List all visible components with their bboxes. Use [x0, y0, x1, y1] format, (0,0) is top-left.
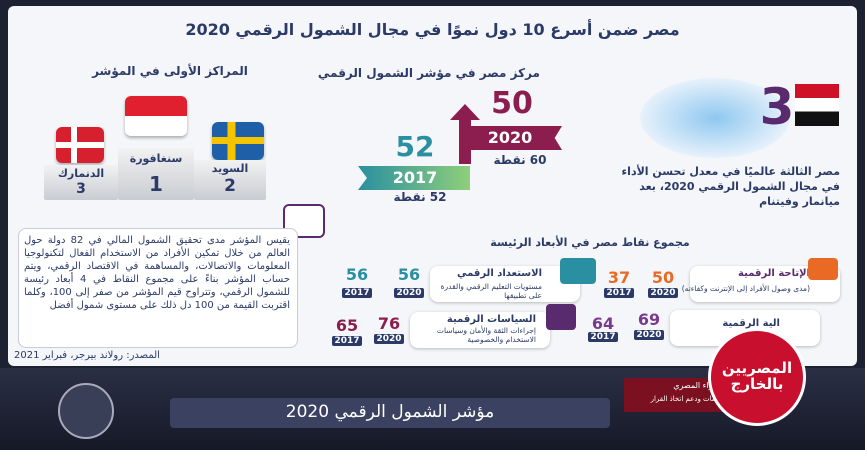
- dimension-card: [430, 266, 580, 302]
- description-box: [18, 228, 298, 348]
- podium-3: [44, 165, 118, 200]
- country-rank: 3: [76, 181, 86, 197]
- year-label: 2020: [634, 330, 664, 340]
- dimension-icon: [560, 258, 596, 284]
- section-heading: مركز مصر في مؤشر الشمول الرقمي: [317, 66, 540, 80]
- podium-1: [118, 148, 194, 200]
- year-label: 2020: [394, 288, 424, 298]
- caption-bar: [170, 398, 610, 428]
- year-label: 2017: [342, 288, 372, 298]
- country-rank: 1: [149, 172, 163, 196]
- flag-denmark: [56, 127, 104, 163]
- improvement-text: مصر الثالثة عالميًا في معدل تحسن الأداء …: [621, 165, 840, 208]
- index-icon: [283, 204, 325, 238]
- year-label: 2017: [604, 288, 634, 298]
- section-heading: مجموع نقاط مصر في الأبعاد الرئيسة: [490, 236, 690, 249]
- watermark-text: المصريين بالخارج: [721, 359, 793, 393]
- year-2020: 2020: [487, 128, 533, 147]
- flag-singapore: [125, 96, 187, 136]
- podium-2: [194, 160, 266, 200]
- org-line: مركز المعلومات ودعم اتخاذ القرار: [650, 395, 750, 403]
- globe: [640, 78, 790, 158]
- flag-sweden: [212, 122, 264, 160]
- dimension-title: الية الرقمية: [722, 318, 780, 329]
- section-heading: المراكز الأولى في المؤشر: [92, 64, 248, 78]
- rank-2017: 52: [395, 130, 435, 163]
- score-2020: 69: [637, 310, 661, 329]
- year-2017: 2017: [392, 168, 438, 187]
- dimension-title: الاستعداد الرقمي: [456, 268, 542, 279]
- score-2020: 56: [397, 265, 421, 284]
- dimension-icon: [546, 304, 576, 330]
- dimension-icon: [808, 258, 838, 280]
- dimension-detail: مستويات التعليم الرقمي والقدرة على تطبيق…: [440, 282, 542, 300]
- country-name: السويد: [211, 162, 249, 175]
- watermark-logo: [708, 328, 806, 426]
- dimension-detail: إجراءات الثقة والأمان وسياسات الاستخدام …: [436, 326, 536, 344]
- score-2017: 56: [345, 265, 369, 284]
- dimension-title: السياسات الرقمية: [446, 314, 536, 325]
- dimension-title: الإتاحة الرقمية: [738, 268, 810, 279]
- caption: مؤشر الشمول الرقمي 2020: [285, 402, 495, 422]
- up-arrow: [450, 104, 480, 164]
- score-2020: 76: [377, 314, 401, 333]
- description: يقيس المؤشر مدى تحقيق الشمول المالي في 8…: [24, 235, 291, 311]
- points-2020: 60 نقطة: [493, 153, 547, 167]
- improvement-rank: 3: [759, 78, 795, 136]
- dimension-detail: (مدى وصول الأفراد إلى الإنترنت وكفاءته): [681, 284, 810, 293]
- score-2017: 64: [591, 314, 615, 333]
- country-name: سنغافورة: [129, 152, 183, 165]
- title: مصر ضمن أسرع 10 دول نموًا في مجال الشمول…: [185, 20, 680, 39]
- flag-egypt: [795, 84, 839, 126]
- year-label: 2020: [648, 288, 678, 298]
- rank-2020: 50: [491, 86, 533, 121]
- source: المصدر: رولاند بيرجر، فبراير 2021: [14, 350, 160, 361]
- dimension-card: [410, 312, 550, 348]
- country-rank: 2: [224, 176, 236, 196]
- score-2017: 37: [607, 268, 631, 287]
- ribbon-2017: [358, 166, 470, 190]
- ribbon-2020: [470, 126, 562, 150]
- year-label: 2017: [332, 336, 362, 346]
- score-2017: 65: [335, 316, 359, 335]
- country-name: الدنمارك: [57, 167, 105, 180]
- year-label: 2017: [588, 332, 618, 342]
- year-label: 2020: [374, 334, 404, 344]
- score-2020: 50: [651, 268, 675, 287]
- points-2017: 52 نقطة: [393, 190, 447, 204]
- channel-logo: [58, 383, 114, 439]
